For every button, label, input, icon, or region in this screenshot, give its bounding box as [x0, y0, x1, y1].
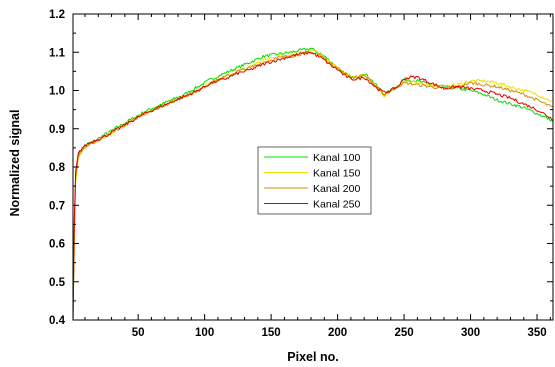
x-tick-label: 250 [394, 327, 413, 339]
axis-layer: 50 100 150 200 250 300 350 0.4 0.5 0.6 0.7 0.8 0.9 1.… [49, 9, 554, 339]
series-line [73, 47, 553, 320]
x-tick-label: 100 [195, 327, 214, 339]
legend-label: Kanal 150 [313, 168, 360, 180]
series-line [73, 51, 553, 320]
legend: Kanal 100 Kanal 150 Kanal 200 Kanal 250 [257, 146, 372, 215]
x-tick-label: 350 [527, 327, 546, 339]
series-layer [73, 47, 553, 320]
x-tick-label: 50 [132, 327, 145, 339]
legend-box [257, 146, 372, 215]
legend-label: Kanal 250 [313, 199, 360, 211]
y-tick-label: 0.7 [49, 200, 65, 212]
y-tick-label: 0.5 [49, 277, 66, 289]
y-tick-label: 0.6 [49, 239, 65, 251]
y-tick-label: 1.1 [49, 47, 66, 59]
legend-label: Kanal 100 [313, 152, 360, 164]
x-tick-label: 150 [262, 327, 281, 339]
x-axis-title: Pixel no. [287, 350, 338, 364]
y-tick-label: 0.9 [49, 124, 65, 136]
y-tick-label: 0.8 [49, 162, 66, 174]
y-tick-label: 1.0 [49, 86, 65, 98]
y-tick-label: 0.4 [49, 315, 66, 327]
x-tick-label: 200 [328, 327, 347, 339]
x-tick-label: 300 [461, 327, 480, 339]
legend-label: Kanal 200 [313, 183, 360, 195]
y-axis-title: Normalized signal [8, 110, 22, 217]
y-tick-label: 1.2 [49, 9, 65, 21]
